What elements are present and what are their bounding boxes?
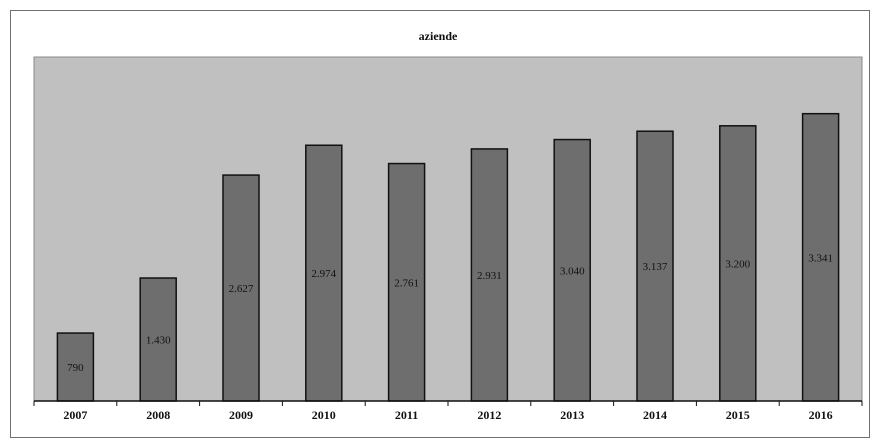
data-label-2009: 2.627 bbox=[229, 283, 254, 295]
bar-2008 bbox=[139, 277, 177, 402]
x-tick-label-2008: 2008 bbox=[146, 408, 170, 422]
bar-2007 bbox=[56, 332, 95, 402]
x-tick-label-2009: 2009 bbox=[229, 408, 253, 422]
x-tick-label-2016: 2016 bbox=[809, 408, 833, 422]
data-labels-group: 790 1.430 2.627 2.974 2.761 2.931 3.040 3.137 3.… bbox=[67, 252, 833, 374]
x-tick-label-2015: 2015 bbox=[726, 408, 750, 422]
chart-title: aziende bbox=[418, 29, 458, 43]
x-tick-label-2011: 2011 bbox=[395, 408, 418, 422]
bar-2016 bbox=[801, 112, 840, 402]
bar-2010 bbox=[305, 144, 343, 402]
x-tick-label-2014: 2014 bbox=[643, 408, 667, 422]
data-label-2007: 790 bbox=[67, 362, 84, 374]
x-tick-label-2010: 2010 bbox=[312, 408, 336, 422]
x-tick-label-2012: 2012 bbox=[477, 408, 501, 422]
bar-2013 bbox=[553, 138, 591, 402]
bar-2011 bbox=[387, 162, 426, 402]
x-tick-label-2013: 2013 bbox=[560, 408, 584, 422]
bars-group bbox=[56, 112, 840, 402]
bar-2012 bbox=[470, 148, 509, 402]
data-label-2016: 3.341 bbox=[808, 252, 833, 264]
x-ticks-group bbox=[33, 401, 863, 406]
x-tick-label-2007: 2007 bbox=[63, 408, 87, 422]
x-labels-group: 2007 2008 2009 2010 2011 2012 2013 2014 2015 2016 bbox=[63, 408, 832, 422]
data-label-2010: 2.974 bbox=[311, 268, 336, 280]
data-label-2011: 2.761 bbox=[394, 277, 419, 289]
bar-2015 bbox=[719, 125, 757, 402]
data-label-2012: 2.931 bbox=[477, 270, 502, 282]
data-label-2013: 3.040 bbox=[560, 265, 585, 277]
data-label-2015: 3.200 bbox=[725, 258, 750, 270]
data-label-2014: 3.137 bbox=[643, 261, 668, 273]
data-label-2008: 1.430 bbox=[146, 335, 171, 347]
